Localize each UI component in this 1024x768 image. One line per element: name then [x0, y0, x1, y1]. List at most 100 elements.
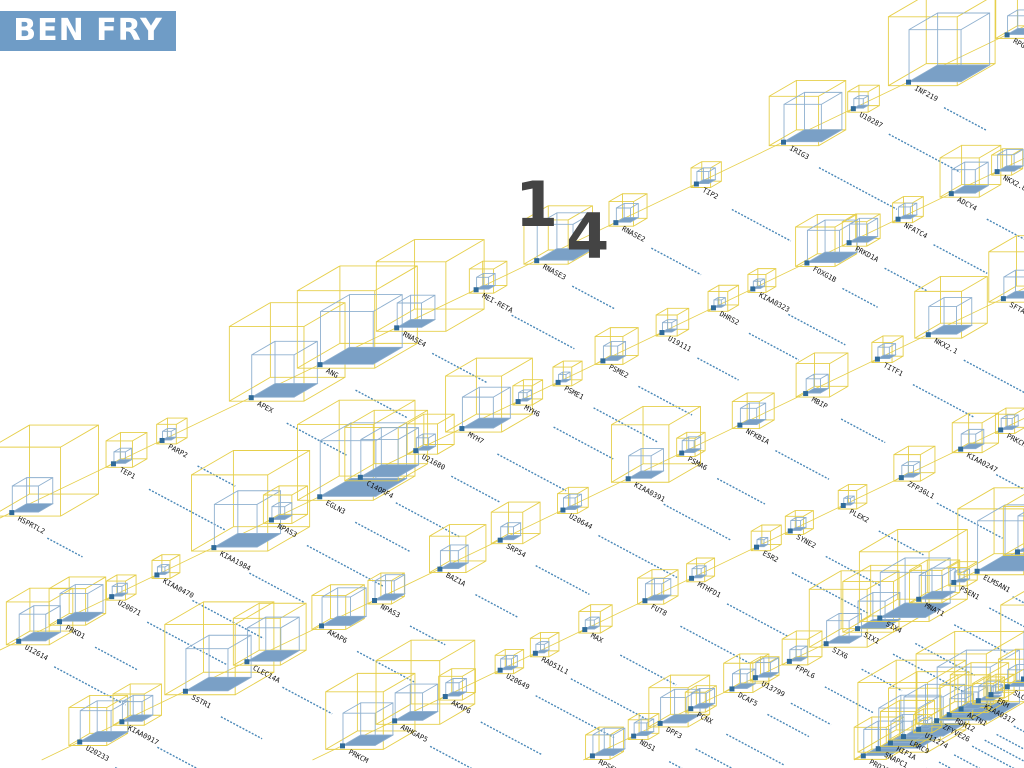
expression-trail: [936, 502, 1003, 539]
gene-label: DHRS2: [718, 310, 740, 327]
gene-label: MEI-RETA: [481, 292, 515, 315]
expression-trail: [731, 208, 792, 242]
gene: FOXG1B: [795, 213, 878, 308]
gene-label: TEP1: [118, 466, 137, 481]
gene-marker: [948, 191, 954, 197]
base-fill: [927, 325, 973, 335]
gene-label: ANG: [325, 367, 340, 380]
expression-trail: [842, 287, 878, 308]
gene-marker: [860, 753, 866, 759]
cube-outline: [375, 639, 476, 725]
cube-outline: [887, 671, 970, 741]
expression-trail: [996, 733, 1024, 750]
gene: MYH7: [445, 357, 567, 492]
base-fill: [789, 526, 808, 531]
gene-marker: [710, 305, 716, 311]
gene-label: SRP54: [505, 542, 527, 559]
gene-marker: [534, 258, 540, 264]
gene-label: PARP2: [167, 443, 189, 460]
base-fill: [1000, 425, 1020, 430]
expression-trail: [818, 167, 898, 210]
expression-trail: [409, 625, 446, 646]
gene-marker: [850, 106, 856, 112]
base-fill: [602, 355, 627, 361]
gene-marker: [473, 287, 479, 293]
base-fill: [627, 470, 665, 479]
gene-marker: [887, 740, 893, 746]
gene-marker: [1004, 684, 1010, 690]
expression-trail: [249, 572, 305, 603]
expression-trail: [775, 449, 830, 480]
expression-trail: [668, 760, 683, 768]
gene-label: PRO2600: [868, 758, 898, 768]
gene-marker: [392, 718, 398, 724]
gene: PSME1: [552, 360, 659, 443]
gene-marker: [119, 719, 125, 725]
expression-trail: [971, 745, 1015, 768]
logo[interactable]: BEN FRY: [0, 11, 176, 51]
base-fill: [782, 129, 844, 142]
base-fill: [852, 104, 870, 109]
cube-outline: [610, 405, 701, 483]
gene-marker: [211, 545, 217, 551]
base-fill: [755, 544, 769, 547]
base-fill: [695, 179, 717, 184]
cube-outline: [857, 659, 967, 753]
gene: U13799: [749, 656, 832, 726]
gene-marker: [877, 615, 883, 621]
base-fill: [562, 505, 583, 510]
gene-label: BAZ1A: [444, 571, 467, 588]
gene-marker: [560, 507, 566, 513]
gene-marker: [357, 474, 363, 480]
gene-marker: [998, 427, 1004, 433]
cube-outline: [297, 399, 416, 501]
cube-outline: [445, 357, 533, 433]
gene-label: RNASE4: [401, 330, 427, 349]
base-fill: [960, 443, 985, 449]
gene: RNASE2: [608, 193, 702, 276]
gene-label: FUT8: [649, 603, 668, 618]
base-fill: [415, 445, 437, 451]
expression-trail: [286, 422, 347, 456]
base-fill: [319, 478, 408, 497]
gene-marker: [555, 379, 561, 385]
expression-trail: [716, 477, 766, 505]
expression-trail: [570, 678, 647, 720]
gene-marker: [693, 181, 699, 187]
expression-trail: [598, 534, 678, 579]
base-fill: [373, 593, 406, 601]
base-fill: [976, 554, 1024, 572]
expression-trail: [355, 389, 408, 419]
gene-marker: [317, 362, 323, 368]
gene-marker: [77, 739, 83, 745]
expression-trail: [480, 721, 542, 755]
gene: RPGRIP1: [995, 0, 1024, 58]
expression-trail: [356, 650, 415, 683]
gene-marker: [975, 698, 981, 704]
gene-marker: [781, 139, 787, 145]
gene-marker: [855, 626, 861, 632]
gene-marker: [994, 169, 1000, 175]
base-fill: [788, 656, 809, 662]
gene-marker: [459, 426, 465, 432]
gene-marker: [497, 667, 503, 673]
gene-label: TITF1: [882, 361, 904, 378]
gene-marker: [268, 517, 274, 523]
expression-trail: [511, 314, 575, 350]
gene: MBIP: [795, 352, 886, 444]
base-fill: [11, 503, 54, 513]
expression-trail: [450, 475, 501, 504]
gene: RAD51L1: [529, 631, 647, 720]
expression-trail: [497, 453, 567, 492]
gene-marker: [875, 746, 881, 752]
gene-marker: [532, 650, 538, 656]
gene-label: DPF3: [665, 726, 684, 741]
expression-trail: [429, 745, 473, 768]
gene-marker: [958, 706, 964, 712]
gene: NFKBIA: [731, 392, 830, 480]
gene: U20233: [68, 695, 130, 768]
gene-label: SIX4: [884, 620, 903, 635]
base-fill: [948, 708, 975, 715]
base-fill: [953, 578, 971, 583]
